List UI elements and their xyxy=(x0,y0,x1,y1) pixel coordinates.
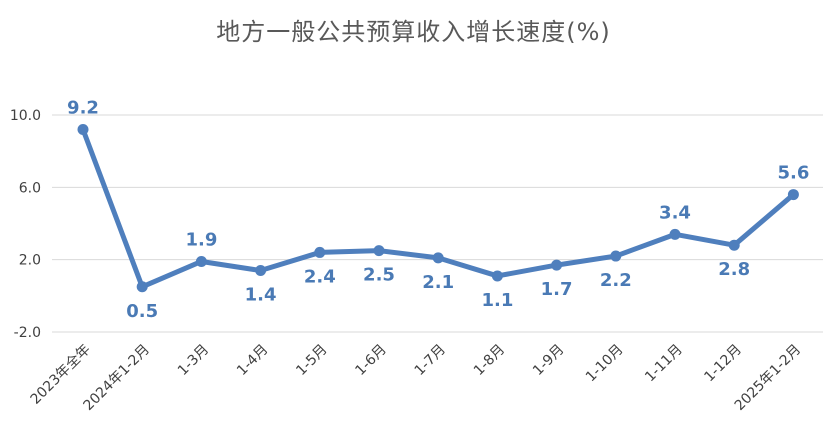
data-label: 2.4 xyxy=(304,266,336,287)
x-tick-label: 1-7月 xyxy=(412,342,449,379)
data-point xyxy=(314,246,326,258)
x-tick-label: 1-9月 xyxy=(530,342,567,379)
data-point xyxy=(77,123,89,135)
data-label: 0.5 xyxy=(126,301,158,322)
data-point xyxy=(136,281,148,293)
x-tick-label: 1-6月 xyxy=(352,342,389,379)
y-tick-label: -2.0 xyxy=(14,325,41,341)
data-label: 1.7 xyxy=(541,279,573,300)
data-label: 2.1 xyxy=(422,272,454,293)
data-label: 1.4 xyxy=(245,285,277,306)
x-tick-label: 2023年全年 xyxy=(27,341,94,408)
data-label: 5.6 xyxy=(777,163,809,184)
x-tick-label: 1-8月 xyxy=(471,342,508,379)
data-label: 2.8 xyxy=(718,259,750,280)
data-point xyxy=(373,245,385,257)
x-tick-label: 1-11月 xyxy=(642,342,686,386)
data-point xyxy=(432,252,444,264)
data-point xyxy=(669,228,681,240)
data-point xyxy=(728,239,740,251)
x-tick-label: 1-10月 xyxy=(583,342,627,386)
y-tick-label: 2.0 xyxy=(19,253,41,269)
data-point xyxy=(195,255,207,267)
data-point xyxy=(610,250,622,262)
data-label: 1.1 xyxy=(481,290,513,311)
y-tick-label: 6.0 xyxy=(19,180,41,196)
chart-title: 地方一般公共预算收入增长速度(%) xyxy=(216,18,611,46)
data-point xyxy=(491,270,503,282)
y-tick-label: 10.0 xyxy=(10,108,41,124)
x-tick-label: 1-5月 xyxy=(293,342,330,379)
x-tick-label: 1-4月 xyxy=(234,342,271,379)
data-label: 1.9 xyxy=(185,229,217,250)
data-label: 3.4 xyxy=(659,202,691,223)
data-point xyxy=(787,189,799,201)
data-point xyxy=(255,265,267,277)
x-tick-label: 1-12月 xyxy=(701,342,745,386)
data-point xyxy=(551,259,563,271)
data-label: 2.2 xyxy=(600,270,632,291)
data-label: 9.2 xyxy=(67,97,99,118)
x-tick-label: 1-3月 xyxy=(175,342,212,379)
data-label: 2.5 xyxy=(363,265,395,286)
